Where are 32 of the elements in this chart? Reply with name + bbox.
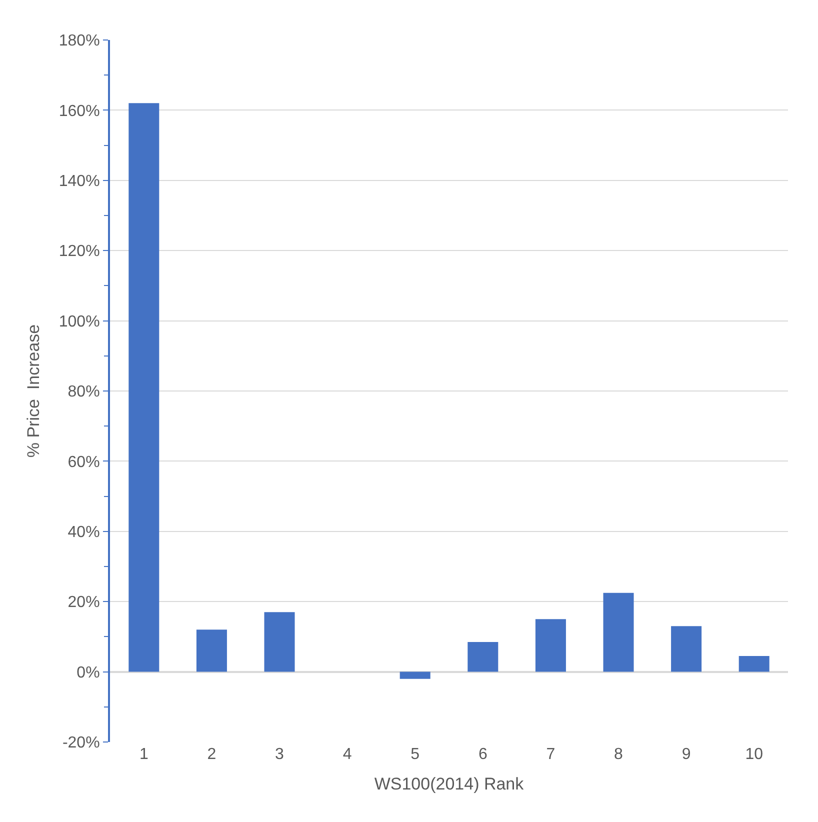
- y-tick-label: 140%: [58, 173, 100, 190]
- y-tick-label: 80%: [68, 384, 100, 401]
- x-tick-label: 8: [614, 746, 624, 763]
- bar: [603, 592, 634, 672]
- x-tick-label: 2: [207, 746, 216, 763]
- bar: [671, 626, 702, 672]
- bar: [128, 103, 160, 672]
- bar: [196, 630, 227, 672]
- y-tick-label: 100%: [58, 313, 100, 330]
- bar: [535, 619, 566, 672]
- x-tick-label: 5: [410, 746, 420, 763]
- x-tick-label: 10: [745, 746, 764, 763]
- x-tick-label: 6: [478, 746, 488, 763]
- y-tick-label: 160%: [58, 102, 100, 120]
- y-tick-label: 0%: [76, 664, 100, 682]
- y-tick-label: 180%: [58, 32, 100, 50]
- y-tick-label: 20%: [68, 594, 100, 612]
- x-tick-label: 7: [546, 746, 556, 763]
- y-tick-label: 60%: [68, 454, 100, 471]
- x-axis-title: WS100(2014) Rank: [374, 774, 524, 794]
- y-tick-label: 120%: [58, 243, 100, 260]
- bar: [468, 642, 498, 672]
- y-tick-label: 40%: [68, 524, 100, 541]
- y-tick-label: -20%: [62, 734, 100, 752]
- x-tick-label: 1: [139, 746, 148, 763]
- y-axis-title: % Price Increase: [24, 324, 43, 458]
- x-tick-label: 4: [342, 746, 352, 763]
- x-tick-label: 3: [275, 746, 284, 763]
- x-tick-label: 9: [682, 746, 691, 763]
- bar: [264, 612, 295, 672]
- bar: [400, 672, 430, 679]
- bar: [738, 656, 770, 672]
